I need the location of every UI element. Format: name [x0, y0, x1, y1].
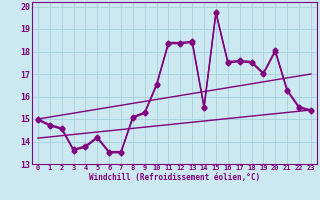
- X-axis label: Windchill (Refroidissement éolien,°C): Windchill (Refroidissement éolien,°C): [89, 173, 260, 182]
